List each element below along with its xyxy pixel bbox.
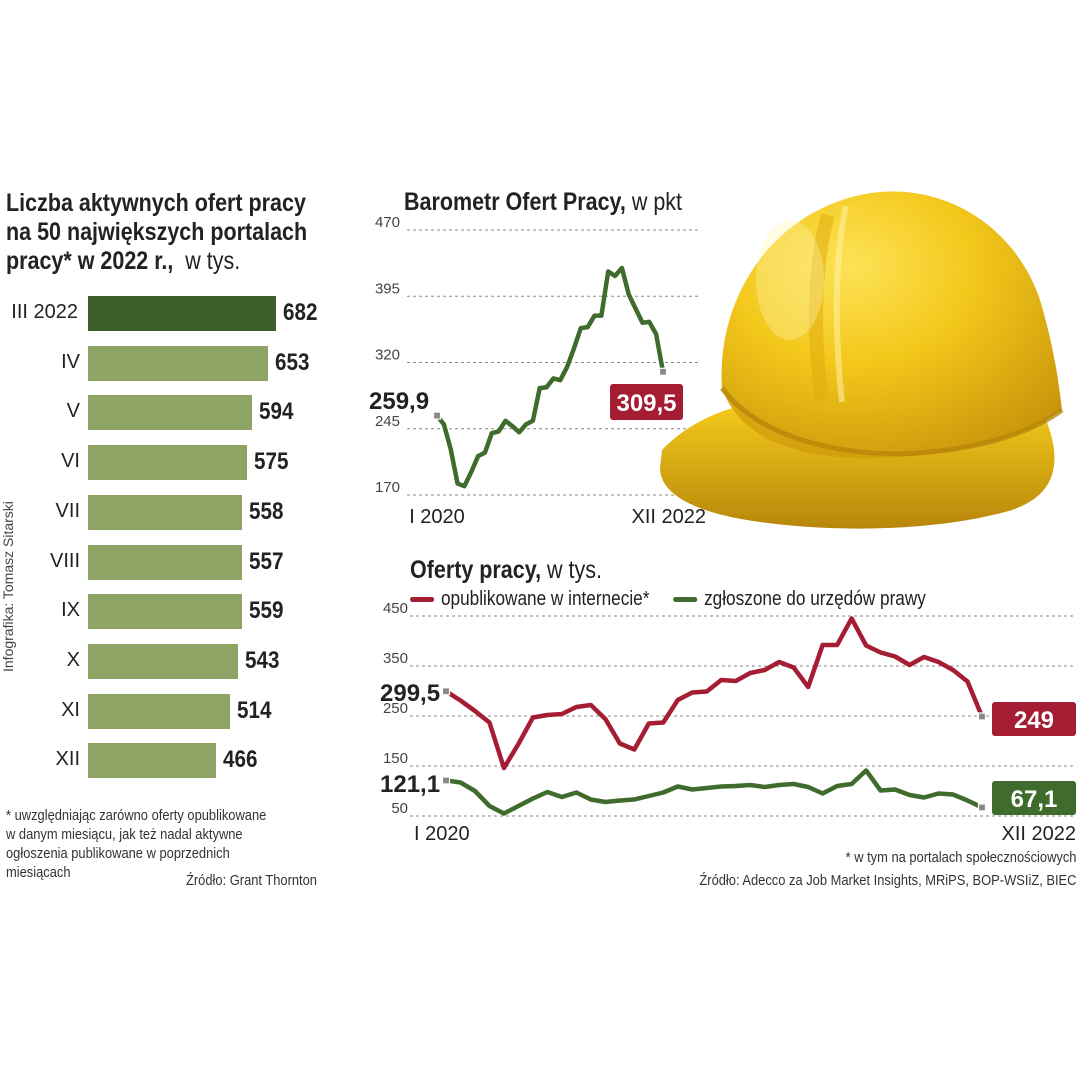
y-tick-label: 450 [383, 600, 408, 617]
series-end-marker [441, 687, 451, 696]
offices-start-label: 121,1 [380, 771, 440, 798]
legend-swatch-internet [410, 597, 435, 603]
y-tick-label: 320 [375, 347, 400, 364]
bar [88, 743, 217, 779]
internet-end-label: 249 [1014, 707, 1054, 734]
left-title-line-2: na 50 największych portalach [6, 218, 308, 246]
bar [88, 544, 242, 580]
offices-end-label: 67,1 [1011, 786, 1058, 813]
bar-category-label: XI [61, 698, 80, 721]
offices-end-label-bg [992, 781, 1076, 815]
left-footnote-line: ogłoszenia publikowane w poprzednich [6, 845, 230, 862]
left-source: Źródło: Grant Thornton [186, 872, 338, 889]
series-end-marker [432, 411, 442, 420]
y-tick-label: 245 [375, 413, 400, 430]
y-tick-label: 470 [375, 214, 400, 231]
bar-value-label: 557 [248, 547, 283, 575]
legend-label-offices: zgłoszone do urzędów prawy [704, 588, 926, 610]
bar-value-label: 682 [283, 299, 318, 326]
bar-value-label: 559 [249, 597, 284, 625]
y-tick-label: 170 [375, 479, 400, 496]
bar [88, 494, 242, 530]
bar-category-label: IV [61, 350, 80, 373]
bar [88, 643, 238, 679]
x-axis-end-label: XII 2022 [631, 506, 706, 528]
bar-value-label: 466 [223, 746, 258, 774]
left-footnote: * uwzględniając zarówno oferty opublikow… [6, 806, 346, 882]
x-axis-start-label: I 2020 [409, 506, 465, 528]
x-axis-end-label: XII 2022 [1001, 823, 1076, 845]
y-tick-label: 395 [375, 280, 400, 297]
bar [88, 445, 247, 481]
bar [88, 345, 268, 381]
series-end-marker [658, 367, 668, 376]
internet-end-label-bg [992, 702, 1076, 736]
left-source-text: Źródło: Grant Thornton [186, 872, 317, 889]
offers-source: Źródło: Adecco za Job Market Insights, M… [638, 872, 1076, 889]
bar-category-label: VII [55, 499, 80, 522]
x-axis-start-label: I 2020 [414, 823, 470, 845]
y-tick-label: 250 [383, 700, 408, 717]
legend-swatch-offices [673, 597, 698, 603]
internet-start-label: 299,5 [380, 680, 440, 707]
barometer-start-label: 259,9 [369, 388, 429, 415]
offices-series-line [443, 768, 985, 816]
barometer-end-label-bg [610, 384, 683, 420]
bar [88, 594, 243, 630]
bar [88, 395, 252, 431]
bar-category-label: XII [55, 748, 80, 771]
series-end-marker [441, 776, 451, 785]
offers-title-unit: w tys. [547, 556, 602, 584]
bar-category-label: X [66, 648, 80, 671]
bar-category-label: VI [61, 450, 80, 473]
y-tick-label: 350 [383, 650, 408, 667]
barometer-title-bold: Barometr Ofert Pracy, [404, 188, 626, 216]
bar [88, 296, 276, 331]
y-tick-label: 50 [391, 800, 408, 817]
left-chart-title: Liczba aktywnych ofert pracy na 50 najwi… [6, 189, 356, 276]
offers-source-text: Źródło: Adecco za Job Market Insights, M… [698, 872, 1076, 889]
legend-label-internet: opublikowane w internecie* [440, 588, 650, 610]
series-end-marker [977, 712, 987, 721]
bar-value-label: 575 [253, 448, 288, 476]
offers-footnote-text: * w tym na portalach społecznościowych [845, 849, 1076, 866]
offers-footnote: * w tym na portalach społecznościowych [808, 849, 1076, 866]
barometer-end-label: 309,5 [616, 390, 676, 417]
barometer-title-unit: w pkt [631, 188, 683, 216]
left-footnote-line: * uwzględniając zarówno oferty opublikow… [6, 807, 267, 824]
left-footnote-line: miesiącach [6, 864, 71, 881]
bar-value-label: 543 [244, 646, 280, 674]
bar-value-label: 594 [258, 398, 294, 426]
barometer-title: Barometr Ofert Pracy, w pkt [404, 188, 727, 217]
internet-series-line [443, 616, 985, 771]
barometer-series-line [434, 265, 666, 489]
series-end-marker [977, 803, 987, 812]
bar-category-label: V [66, 400, 80, 423]
offers-title-bold: Oferty pracy, [410, 556, 542, 584]
bar [88, 693, 230, 729]
offers-title: Oferty pracy, w tys. [410, 556, 633, 585]
left-footnote-line: w danym miesiącu, jak też nadal aktywne [6, 826, 243, 843]
bar-value-label: 558 [248, 497, 284, 525]
bar-value-label: 653 [275, 348, 310, 376]
left-title-line-3: pracy* w 2022 r., [6, 247, 174, 275]
bar-category-label: IX [61, 599, 80, 622]
offers-legend: opublikowane w internecie* zgłoszone do … [410, 588, 1010, 611]
bar-category-label: III 2022 [11, 301, 78, 323]
bar-category-label: VIII [49, 549, 80, 572]
y-tick-label: 150 [383, 750, 408, 767]
bar-value-label: 514 [236, 696, 272, 724]
left-title-unit: w tys. [185, 247, 241, 275]
left-title-line-1: Liczba aktywnych ofert pracy [6, 189, 306, 217]
